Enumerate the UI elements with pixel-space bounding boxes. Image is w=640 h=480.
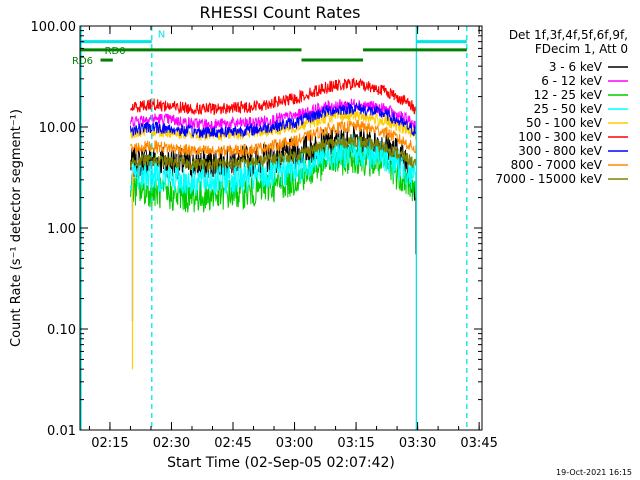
y-tick-label-4: 10.00 [39,121,76,136]
series-line-7 [130,101,417,140]
legend-label-5: 50 - 100 keV [526,116,603,130]
legend-header-2: FDecim 1, Att 0 [535,42,628,56]
legend-header-1: Det 1f,3f,4f,5f,6f,9f, [509,28,628,42]
legend-label-7: 300 - 800 keV [518,144,602,158]
y-tick-label-1: 0.01 [47,424,76,439]
x-tick-label-3: 02:45 [214,436,251,451]
axis-layer: 0.01 0.10 1.00 10.00 100.00 02:15 02:30 02:45 03… [31,20,498,451]
legend: Det 1f,3f,4f,5f,6f,9f,FDecim 1, Att 0 3 -… [495,28,628,186]
y-tick-label-3: 1.00 [47,222,76,237]
series-line-8 [130,119,417,158]
timestamp: 19-Oct-2021 16:15 [556,468,632,477]
series-line-9 [130,134,417,171]
x-tick-label-2: 02:30 [153,436,190,451]
x-tick-label-6: 03:30 [399,436,436,451]
legend-label-8: 800 - 7000 keV [511,158,603,172]
y-tick-label-5: 100.00 [31,20,77,35]
chart-title: RHESSI Count Rates [200,3,361,22]
y-tick-label-2: 0.10 [47,323,76,338]
legend-label-3: 12 - 25 keV [534,88,603,102]
x-tick-label-5: 03:15 [337,436,374,451]
x-axis-label: Start Time (02-Sep-05 02:07:42) [167,455,395,471]
legend-label-4: 25 - 50 keV [534,102,603,116]
legend-label-1: 3 - 6 keV [549,60,603,74]
legend-label-6: 100 - 300 keV [518,130,602,144]
x-tick-label-1: 02:15 [91,436,128,451]
series-line-6 [130,77,417,116]
x-tick-label-4: 03:00 [276,436,313,451]
legend-label-9: 7000 - 15000 keV [495,172,602,186]
saa-label: N [158,30,165,41]
y-axis-label: Count Rate (s⁻¹ detector segment⁻¹) [9,109,24,347]
rd0-label: RD0 [105,46,126,57]
legend-label-2: 6 - 12 keV [541,74,603,88]
x-tick-label-7: 03:45 [460,436,497,451]
rd6-label: RD6 [72,56,93,67]
